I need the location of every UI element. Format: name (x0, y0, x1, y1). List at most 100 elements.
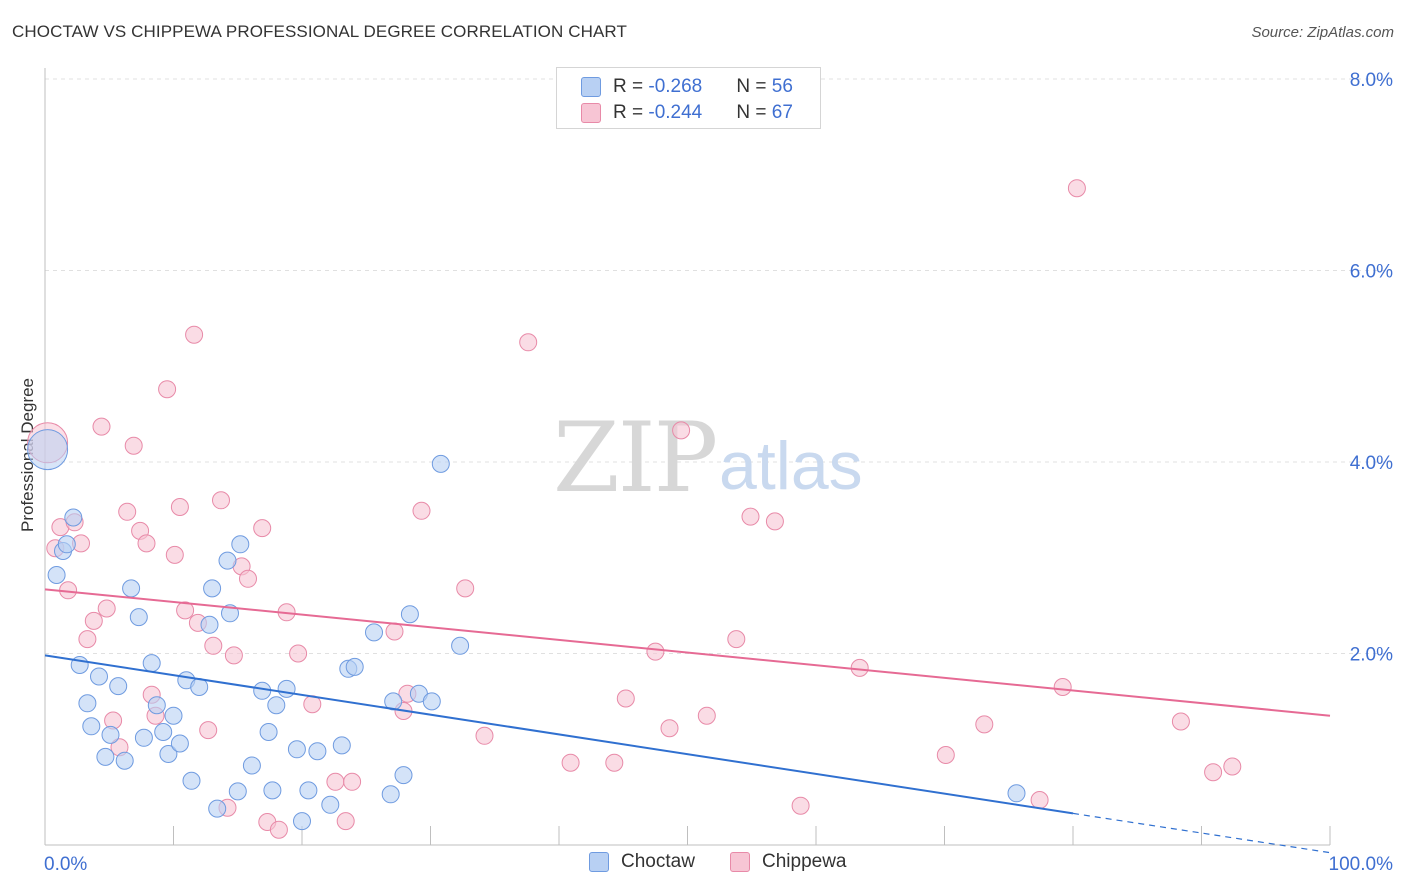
chippewa-trend-line (44, 588, 1331, 717)
choctaw-point (82, 717, 101, 736)
legend-item-chippewa: Chippewa (730, 851, 847, 873)
legend-n-value: 56 (771, 76, 793, 97)
choctaw-point (321, 795, 340, 814)
chippewa-point (936, 746, 955, 764)
chippewa-point (78, 630, 97, 649)
chippewa-point (697, 706, 716, 725)
choctaw-point (231, 535, 250, 554)
y-tick-label: 4.0% (1350, 453, 1393, 474)
choctaw-swatch (589, 852, 609, 872)
choctaw-point (365, 623, 383, 642)
zipatlas-watermark: ZIP atlas (553, 402, 863, 514)
gridlines (45, 78, 1392, 654)
choctaw-point (109, 677, 128, 696)
chippewa-point (412, 501, 431, 520)
choctaw-point (394, 766, 413, 785)
chippewa-point (456, 579, 475, 598)
chippewa-point (269, 820, 288, 839)
legend-n-label: N = (736, 76, 772, 97)
choctaw-point (263, 781, 282, 800)
legend-item-choctaw: Choctaw (589, 851, 695, 873)
chippewa-point (660, 719, 679, 738)
chippewa-point (475, 726, 494, 745)
y-tick-label: 6.0% (1350, 262, 1393, 283)
y-tick-label: 8.0% (1350, 70, 1393, 91)
choctaw-point (345, 657, 364, 676)
choctaw-point (431, 454, 450, 473)
legend-label-choctaw: Choctaw (621, 851, 695, 872)
chippewa-point (741, 507, 760, 526)
choctaw-point (242, 756, 261, 775)
legend-r-value: -0.268 (648, 76, 703, 97)
chippewa-point (765, 512, 784, 531)
watermark-atlas: atlas (719, 428, 863, 504)
choctaw-swatch (581, 77, 601, 97)
chippewa-point (118, 502, 137, 521)
chippewa-point (672, 421, 691, 440)
chippewa-point (385, 622, 404, 641)
chippewa-point (158, 380, 177, 399)
chippewa-point (137, 534, 156, 553)
choctaw-point (190, 678, 209, 696)
legend-row-chippewa: R = -0.244 N = 67 (581, 101, 793, 125)
chippewa-point (336, 812, 355, 831)
choctaw-point (147, 696, 166, 715)
choctaw-point (27, 429, 69, 471)
chippewa-point (176, 601, 195, 620)
choctaw-point (200, 615, 219, 634)
choctaw-point (221, 604, 239, 623)
choctaw-point (299, 781, 318, 800)
watermark-zip: ZIP (553, 402, 716, 514)
choctaw-point (122, 579, 141, 598)
chippewa-point (92, 417, 111, 436)
choctaw-point (182, 771, 201, 790)
series-legend: Choctaw Chippewa (0, 851, 1406, 877)
choctaw-point (78, 694, 97, 713)
choctaw-point (287, 740, 306, 759)
choctaw-point (159, 745, 178, 763)
chippewa-point (97, 599, 116, 618)
choctaw-point (208, 799, 227, 818)
choctaw-points (27, 429, 1026, 831)
choctaw-point (1007, 784, 1026, 803)
correlation-legend: R = -0.268 N = 56 R = -0.244 N = 67 (556, 67, 821, 129)
chippewa-point (1171, 712, 1190, 731)
choctaw-point (203, 579, 222, 598)
chippewa-point (204, 636, 223, 655)
choctaw-point (451, 636, 470, 655)
legend-r-label: R = (613, 76, 649, 97)
choctaw-point (332, 736, 351, 755)
chippewa-point (253, 519, 272, 538)
choctaw-point (277, 679, 296, 698)
x-tick-label: 0.0% (44, 854, 87, 875)
chippewa-point (791, 796, 810, 815)
chippewa-point (561, 753, 580, 772)
legend-r-value: -0.244 (648, 102, 703, 123)
choctaw-point (164, 706, 183, 725)
tick-labels: 2.0% 4.0% 6.0% 8.0% 0.0% 100.0% (44, 70, 1393, 875)
choctaw-point (47, 566, 66, 584)
chippewa-point (975, 715, 994, 734)
chippewa-point (519, 333, 538, 352)
chart-source: Source: ZipAtlas.com (1251, 24, 1394, 41)
chippewa-point (224, 646, 243, 665)
choctaw-point (400, 605, 419, 624)
chippewa-point (616, 689, 635, 708)
chippewa-point (1204, 763, 1223, 782)
trend-lines (44, 588, 1331, 854)
choctaw-point (308, 742, 327, 761)
choctaw-point (57, 535, 76, 554)
choctaw-point (259, 723, 278, 741)
choctaw-point (170, 734, 189, 753)
chippewa-swatch (730, 852, 750, 872)
choctaw-point (64, 508, 83, 527)
legend-n-value: 67 (771, 102, 793, 123)
choctaw-point (101, 725, 120, 744)
chippewa-point (727, 630, 746, 649)
chippewa-point (326, 772, 345, 791)
choctaw-point (267, 696, 286, 715)
choctaw-point (134, 728, 153, 747)
chippewa-point (170, 498, 189, 516)
choctaw-point (228, 782, 247, 801)
